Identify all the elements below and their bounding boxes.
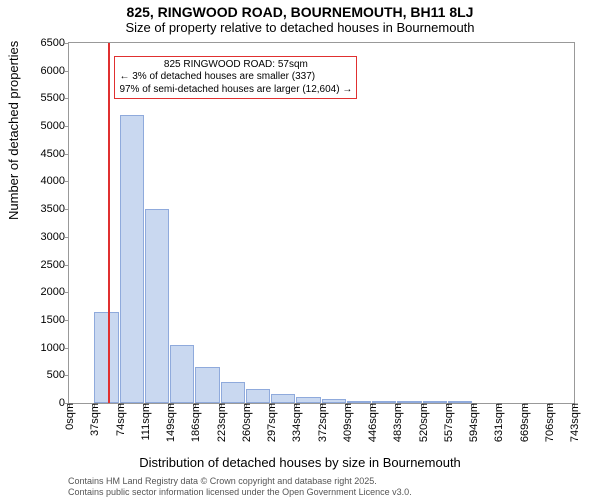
histogram-bar [322, 399, 346, 403]
x-tick-label: 74sqm [113, 403, 127, 436]
histogram-bar [296, 397, 320, 403]
chart-container: 825, RINGWOOD ROAD, BOURNEMOUTH, BH11 8L… [0, 0, 600, 500]
annotation-line: 97% of semi-detached houses are larger (… [119, 84, 352, 97]
histogram-bar [423, 401, 447, 403]
x-tick-label: 743sqm [567, 403, 581, 442]
x-tick-label: 446sqm [365, 403, 379, 442]
x-tick-label: 223sqm [214, 403, 228, 442]
histogram-bar [246, 389, 270, 403]
y-tick-mark [65, 375, 69, 376]
x-axis-label: Distribution of detached houses by size … [0, 455, 600, 470]
y-tick-mark [65, 209, 69, 210]
y-tick-mark [65, 43, 69, 44]
histogram-bar [448, 401, 472, 403]
x-tick-label: 483sqm [390, 403, 404, 442]
annotation-line: ← 3% of detached houses are smaller (337… [119, 71, 352, 84]
y-tick-mark [65, 348, 69, 349]
annotation-line: 825 RINGWOOD ROAD: 57sqm [119, 59, 352, 72]
footer-line-2: Contains public sector information licen… [68, 487, 412, 498]
y-tick-mark [65, 237, 69, 238]
x-tick-label: 594sqm [466, 403, 480, 442]
histogram-bar [145, 209, 169, 403]
y-tick-mark [65, 265, 69, 266]
plot-area: 0500100015002000250030003500400045005000… [68, 42, 575, 404]
y-tick-mark [65, 292, 69, 293]
reference-line [108, 43, 110, 403]
x-tick-label: 706sqm [542, 403, 556, 442]
histogram-bar [347, 401, 371, 403]
chart-title: 825, RINGWOOD ROAD, BOURNEMOUTH, BH11 8L… [0, 0, 600, 20]
histogram-bar [271, 394, 295, 403]
histogram-bar [372, 401, 396, 403]
x-tick-label: 186sqm [188, 403, 202, 442]
x-tick-label: 520sqm [416, 403, 430, 442]
chart-subtitle: Size of property relative to detached ho… [0, 20, 600, 37]
histogram-bar [120, 115, 144, 403]
x-tick-label: 111sqm [138, 403, 152, 441]
histogram-bar [170, 345, 194, 403]
x-tick-label: 37sqm [87, 403, 101, 436]
annotation-box: 825 RINGWOOD ROAD: 57sqm← 3% of detached… [114, 56, 357, 100]
x-tick-label: 372sqm [315, 403, 329, 442]
x-tick-label: 409sqm [340, 403, 354, 442]
x-tick-label: 631sqm [491, 403, 505, 442]
y-tick-mark [65, 98, 69, 99]
x-tick-label: 0sqm [62, 403, 76, 430]
y-tick-mark [65, 126, 69, 127]
x-tick-label: 297sqm [264, 403, 278, 442]
x-tick-label: 334sqm [289, 403, 303, 442]
footer-attribution: Contains HM Land Registry data © Crown c… [68, 476, 412, 499]
y-tick-mark [65, 71, 69, 72]
y-tick-mark [65, 320, 69, 321]
x-tick-label: 557sqm [441, 403, 455, 442]
histogram-bar [397, 401, 421, 403]
y-tick-mark [65, 154, 69, 155]
histogram-bar [94, 312, 118, 403]
y-tick-mark [65, 181, 69, 182]
histogram-bar [221, 382, 245, 403]
x-tick-label: 669sqm [517, 403, 531, 442]
y-axis-label: Number of detached properties [6, 41, 21, 220]
footer-line-1: Contains HM Land Registry data © Crown c… [68, 476, 412, 487]
x-tick-label: 260sqm [239, 403, 253, 442]
histogram-bar [195, 367, 219, 403]
x-tick-label: 149sqm [163, 403, 177, 442]
